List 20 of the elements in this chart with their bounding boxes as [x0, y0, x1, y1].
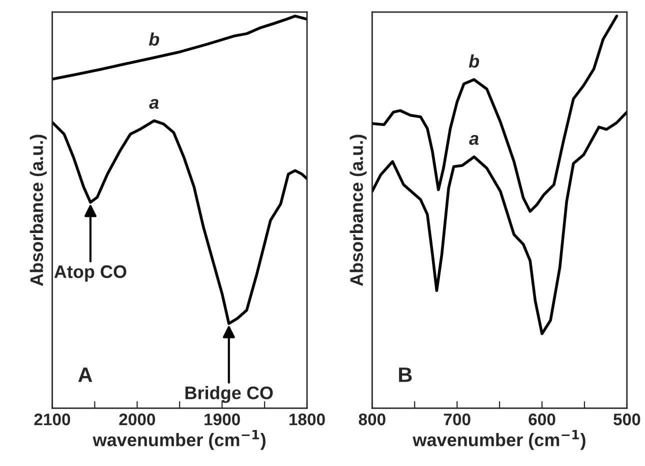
x-tick-label: 700 — [444, 414, 470, 426]
x-tick-label: 1900 — [204, 414, 240, 426]
y-axis-title: Absorbance (a.u.) — [350, 134, 367, 286]
annotation: B — [399, 368, 412, 382]
annotation: Bridge CO — [185, 386, 273, 403]
series-label: b — [148, 32, 160, 46]
x-tick-label: 2000 — [119, 414, 156, 426]
annotation: A — [78, 368, 92, 382]
series-label: a — [469, 135, 479, 145]
x-tick-label: 1800 — [290, 414, 325, 426]
x-tick-label: 800 — [358, 414, 386, 426]
annotation: Atop CO — [54, 265, 126, 282]
x-tick-label: 500 — [614, 414, 640, 426]
series-label: a — [149, 98, 159, 109]
x-axis-title: wavenumber (cm$^{−1}$) — [92, 430, 266, 450]
series-label: b — [468, 54, 480, 68]
x-tick-label: 2100 — [34, 414, 70, 426]
y-axis-title: Absorbance (a.u.) — [30, 134, 47, 286]
x-axis-title: wavenumber (cm$^{−1}$) — [412, 430, 586, 450]
x-tick-label: 600 — [528, 414, 556, 426]
